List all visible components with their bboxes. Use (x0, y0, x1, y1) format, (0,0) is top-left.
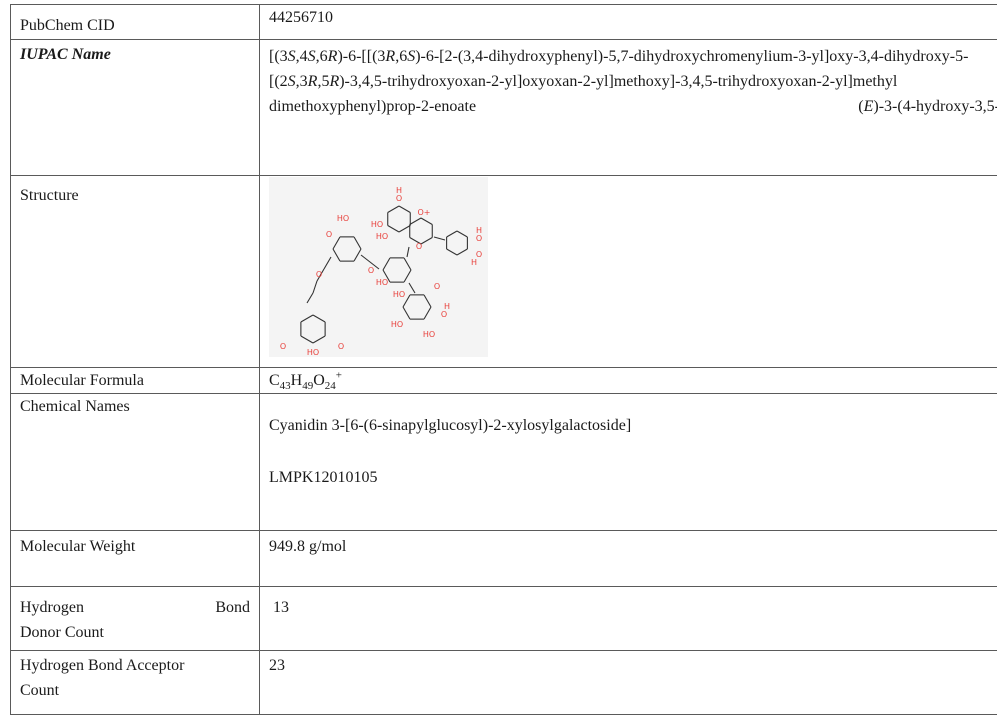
bond (423, 306, 432, 320)
bond (403, 269, 412, 283)
compound-properties-table: PubChem CID 44256710 IUPAC Name [(3S,4S,… (10, 4, 997, 715)
atom-label: O (280, 342, 286, 351)
label-chemical-names: Chemical Names (10, 393, 260, 531)
atom-label: HO (307, 348, 319, 357)
bond (403, 257, 412, 271)
atom-label: O+ (418, 208, 431, 217)
value-molecular-weight: 949.8 g/mol (259, 530, 997, 587)
label-pubchem-cid: PubChem CID (10, 4, 260, 40)
bond (316, 268, 325, 282)
label-molecular-formula: Molecular Formula (10, 367, 260, 394)
bond (300, 314, 314, 323)
bond (456, 248, 468, 256)
bond (387, 205, 400, 213)
row-iupac-name: IUPAC Name [(3S,4S,6R)-6-[[(3R,6S)-6-[2-… (10, 39, 997, 176)
bond (408, 282, 416, 294)
atom-label: O (326, 230, 332, 239)
formula-element: H (290, 372, 303, 389)
bond (306, 292, 314, 304)
bond (312, 280, 318, 294)
atom-label: H (476, 226, 482, 235)
bond (382, 257, 391, 271)
bond (332, 248, 341, 262)
bond (446, 248, 458, 256)
bond (446, 230, 458, 238)
row-hbond-donor: Hydrogen Bond Donor Count 13 (10, 586, 997, 651)
atom-label: O (434, 282, 440, 291)
bond (398, 225, 411, 233)
atom-label: HO (376, 278, 388, 287)
formula-subscript: 24 (324, 380, 336, 393)
bond (353, 236, 362, 250)
value-iupac-name: [(3S,4S,6R)-6-[[(3R,6S)-6-[2-(3,4-dihydr… (259, 39, 997, 176)
bond (402, 294, 411, 308)
chemical-name-2: LMPK12010105 (269, 469, 378, 486)
bond (409, 217, 422, 225)
atom-label: HO (337, 214, 349, 223)
bond (423, 294, 432, 308)
row-chemical-names: Chemical Names Cyanidin 3-[6-(6-sinapylg… (10, 393, 997, 531)
bond (323, 256, 332, 270)
atom-label: O (441, 310, 447, 319)
value-hbond-donor: 13 (259, 586, 997, 651)
atom-label: H (471, 258, 477, 267)
bond (382, 269, 391, 283)
bond (398, 205, 411, 213)
atom-label: HO (393, 290, 405, 299)
atom-label: O (416, 242, 422, 251)
atom-label: O (368, 266, 374, 275)
bond (456, 230, 468, 238)
atom-label: O (476, 250, 482, 259)
row-pubchem-cid: PubChem CID 44256710 (10, 4, 997, 40)
atom-label: O (338, 342, 344, 351)
bond (353, 248, 362, 262)
bond (409, 237, 422, 245)
atom-label: HO (376, 232, 388, 241)
atom-label: HO (371, 220, 383, 229)
label-hbond-donor: Hydrogen Bond Donor Count (10, 586, 260, 651)
label-iupac-name: IUPAC Name (10, 39, 260, 176)
bond (420, 217, 433, 225)
value-pubchem-cid: 44256710 (259, 4, 997, 40)
label-molecular-weight: Molecular Weight (10, 530, 260, 587)
chemical-name-1: Cyanidin 3-[6-(6-sinapylglucosyl)-2-xylo… (269, 417, 632, 434)
atom-label: HO (423, 330, 435, 339)
bond (300, 335, 314, 344)
formula-subscript: 43 (279, 380, 291, 393)
atom-label: H (444, 302, 450, 311)
molecular-formula-text: C43H49O24+ (269, 369, 343, 393)
value-hbond-acceptor: 23 (259, 650, 997, 715)
bond (420, 237, 433, 245)
atom-label: O (396, 194, 402, 203)
atom-label: H (396, 186, 402, 195)
label-structure: Structure (10, 175, 260, 368)
label-hbond-acceptor: Hydrogen Bond Acceptor Count (10, 650, 260, 715)
bond (406, 246, 410, 258)
atom-label: HO (391, 320, 403, 329)
bond (402, 306, 411, 320)
bond (332, 236, 341, 250)
row-molecular-weight: Molecular Weight 949.8 g/mol (10, 530, 997, 587)
row-structure: Structure H O HO O+ O H O O H HO HO O O O HO HO O H O HO HO O… (10, 175, 997, 368)
atom-label: O (476, 234, 482, 243)
formula-subscript: 49 (302, 380, 314, 393)
atom-label: O (316, 270, 322, 279)
bond (433, 236, 446, 241)
formula-element: C (269, 372, 280, 389)
row-molecular-formula: Molecular Formula C43H49O24+ (10, 367, 997, 394)
structure-image: H O HO O+ O H O O H HO HO O O O HO HO O H O HO HO O O HO (269, 177, 488, 357)
bond (312, 335, 326, 344)
formula-charge: + (335, 369, 343, 382)
value-chemical-names: Cyanidin 3-[6-(6-sinapylglucosyl)-2-xylo… (259, 393, 997, 531)
bond (312, 314, 326, 323)
value-molecular-formula: C43H49O24+ (259, 367, 997, 394)
row-hbond-acceptor: Hydrogen Bond Acceptor Count 23 (10, 650, 997, 715)
bond (360, 254, 380, 270)
bond (387, 225, 400, 233)
value-structure: H O HO O+ O H O O H HO HO O O O HO HO O H O HO HO O O HO (259, 175, 997, 368)
formula-element: O (313, 372, 325, 389)
